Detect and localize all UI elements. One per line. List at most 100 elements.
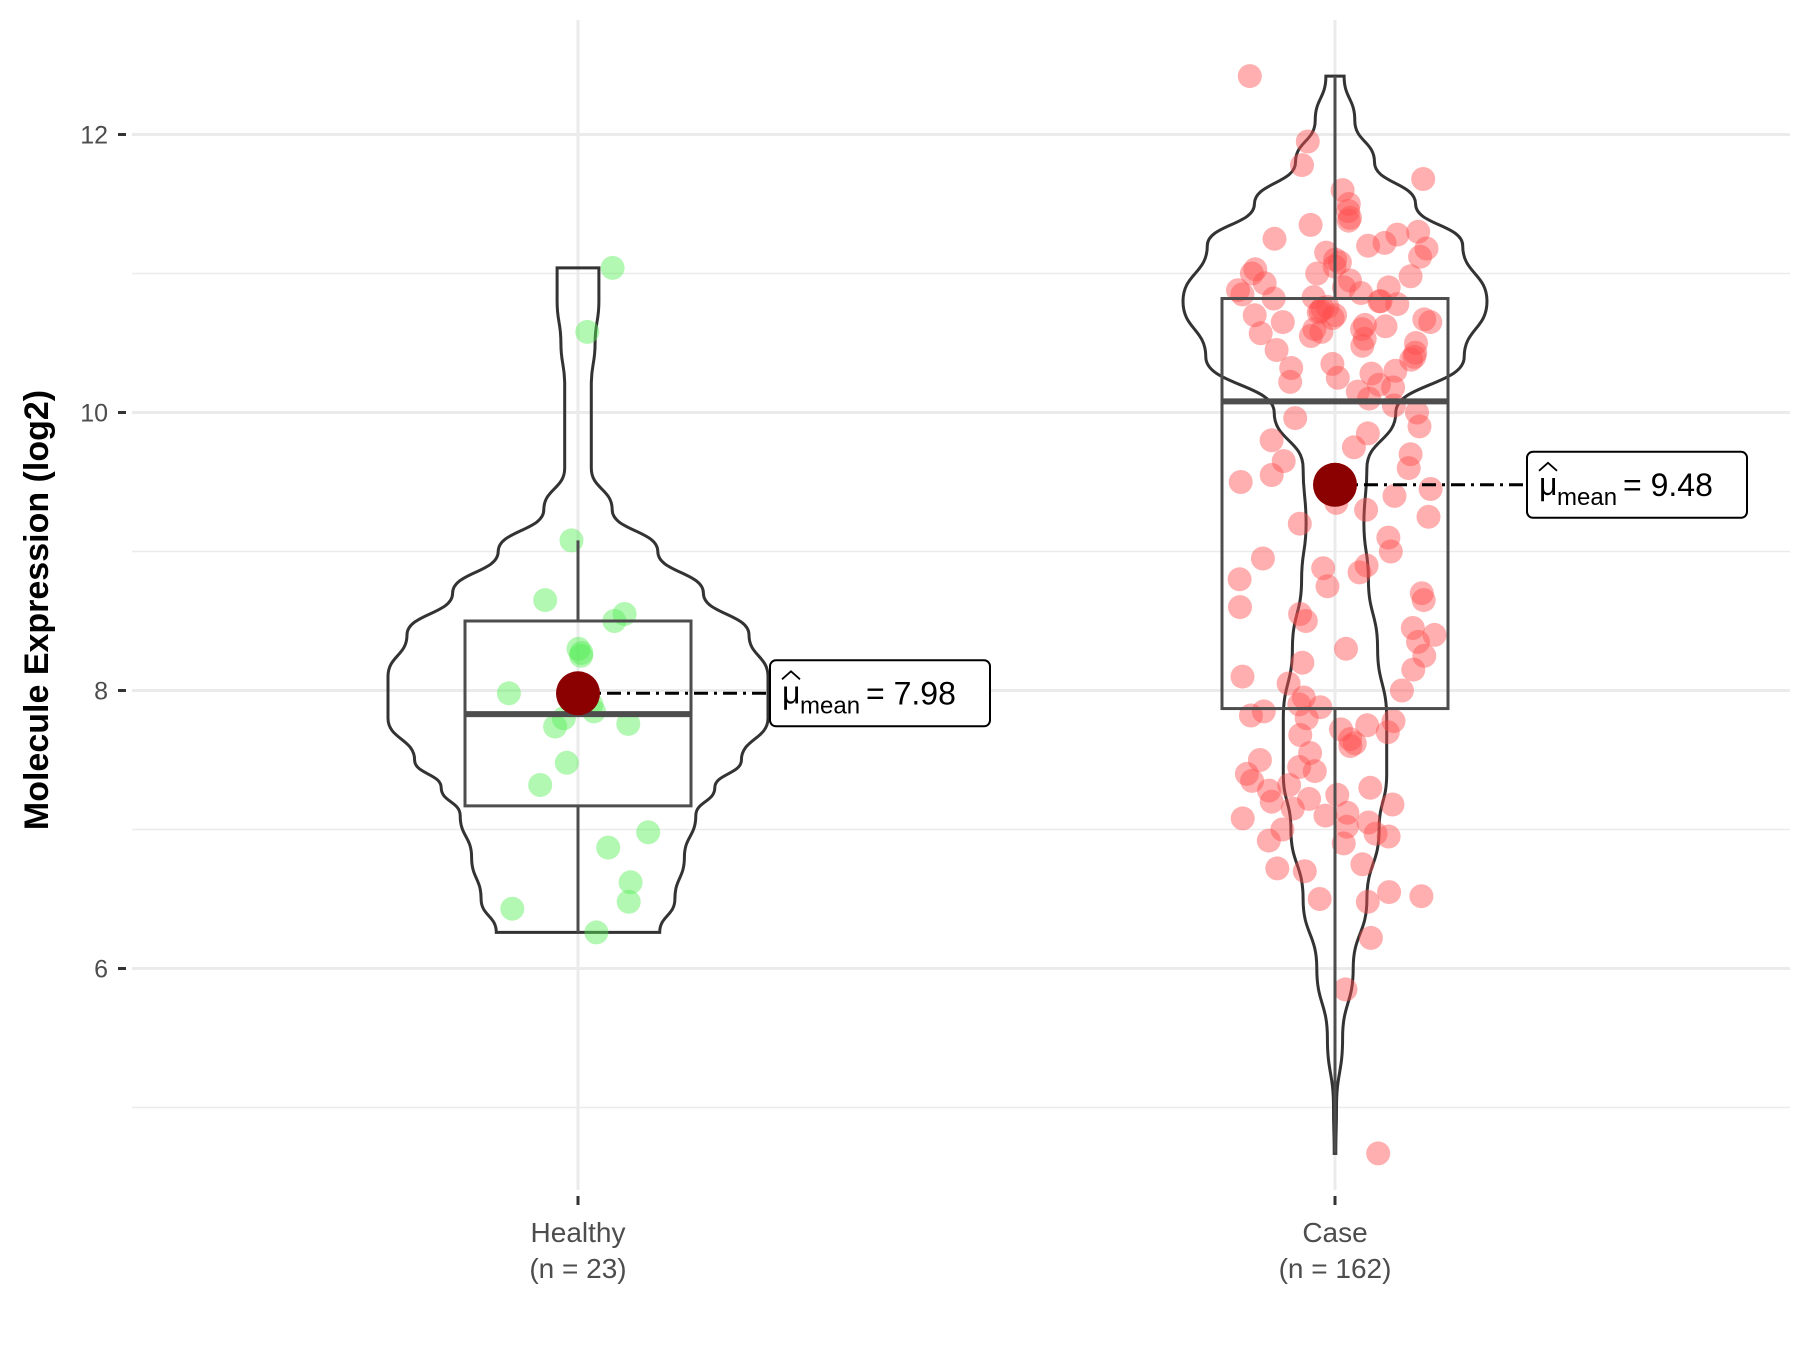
data-point bbox=[533, 588, 558, 613]
data-point bbox=[1408, 244, 1433, 269]
data-point bbox=[1287, 511, 1312, 536]
violin-layer bbox=[386, 74, 1489, 1155]
mean-subscript: mean bbox=[800, 692, 860, 719]
data-point bbox=[1280, 796, 1305, 821]
data-point bbox=[1418, 310, 1443, 335]
data-point bbox=[1257, 778, 1281, 803]
data-point bbox=[1422, 622, 1447, 647]
data-point bbox=[1308, 299, 1333, 323]
data-point bbox=[1385, 222, 1410, 247]
data-point bbox=[528, 773, 553, 797]
data-point bbox=[1355, 889, 1380, 914]
data-point bbox=[1356, 810, 1381, 835]
data-point bbox=[1411, 588, 1436, 613]
data-point bbox=[1297, 786, 1322, 811]
data-point bbox=[1359, 361, 1384, 386]
data-point bbox=[1376, 525, 1401, 550]
mean-mu-symbol: μ bbox=[1539, 466, 1557, 502]
data-point bbox=[1358, 775, 1383, 800]
data-point bbox=[618, 870, 643, 895]
data-point bbox=[1228, 595, 1252, 620]
data-point bbox=[1307, 887, 1332, 911]
mean-value-label: = 7.98 bbox=[866, 675, 956, 711]
data-point bbox=[584, 920, 609, 945]
data-point bbox=[569, 643, 594, 668]
data-point bbox=[1290, 153, 1314, 178]
data-point bbox=[1382, 483, 1407, 508]
data-point bbox=[1256, 828, 1281, 853]
data-point bbox=[1409, 581, 1434, 606]
data-point bbox=[1305, 261, 1330, 286]
data-point bbox=[1298, 212, 1323, 237]
data-point bbox=[1290, 650, 1315, 675]
data-point bbox=[543, 714, 568, 739]
data-point bbox=[1406, 629, 1430, 654]
data-point bbox=[1259, 789, 1284, 814]
data-point bbox=[1383, 358, 1408, 383]
data-point bbox=[1250, 546, 1275, 571]
data-point bbox=[569, 641, 594, 665]
data-point bbox=[1248, 321, 1273, 346]
mean-hat-icon bbox=[781, 670, 801, 680]
data-point bbox=[1398, 264, 1423, 289]
data-point bbox=[1354, 553, 1379, 578]
data-point bbox=[636, 820, 661, 845]
y-tick-label: 12 bbox=[80, 122, 108, 150]
data-point bbox=[1381, 375, 1406, 400]
data-point bbox=[1342, 731, 1367, 756]
data-point bbox=[1310, 296, 1335, 321]
data-point bbox=[1367, 372, 1391, 397]
data-point bbox=[1406, 219, 1431, 244]
data-point bbox=[616, 889, 641, 914]
data-point bbox=[1373, 314, 1398, 339]
grid-lines bbox=[132, 20, 1790, 1190]
data-point bbox=[1334, 814, 1359, 839]
data-point bbox=[1355, 421, 1380, 446]
mean-value-label: = 9.48 bbox=[1623, 467, 1713, 503]
data-point bbox=[1315, 294, 1340, 319]
y-tick-label: 10 bbox=[80, 400, 108, 428]
data-point bbox=[1401, 657, 1426, 682]
data-point bbox=[1338, 268, 1362, 293]
mean-label-box bbox=[769, 659, 991, 728]
data-point bbox=[1347, 560, 1372, 585]
data-point bbox=[1240, 768, 1265, 793]
data-point bbox=[1377, 880, 1402, 905]
x-category-count: (n = 162) bbox=[1279, 1253, 1392, 1284]
data-point bbox=[1311, 556, 1336, 581]
data-point bbox=[1230, 664, 1255, 689]
data-point bbox=[1277, 773, 1302, 797]
data-point bbox=[1251, 699, 1276, 724]
data-point bbox=[1336, 208, 1361, 233]
data-point bbox=[1226, 278, 1250, 303]
data-point bbox=[600, 255, 625, 280]
data-point bbox=[1271, 449, 1296, 474]
data-point bbox=[1396, 456, 1421, 481]
data-point bbox=[1259, 463, 1284, 487]
data-point bbox=[1230, 806, 1255, 831]
data-point bbox=[1418, 477, 1443, 501]
data-point bbox=[1320, 306, 1345, 330]
data-point bbox=[1314, 240, 1339, 265]
data-point bbox=[1288, 602, 1313, 626]
x-category-label: Case bbox=[1302, 1217, 1367, 1248]
data-point bbox=[1358, 925, 1383, 950]
data-point bbox=[1293, 609, 1318, 633]
data-point bbox=[1330, 178, 1355, 203]
data-point bbox=[1376, 824, 1401, 849]
y-tick-label: 6 bbox=[94, 956, 108, 984]
data-point bbox=[1336, 199, 1361, 223]
data-point bbox=[1325, 365, 1350, 390]
data-point bbox=[1334, 636, 1358, 661]
data-point bbox=[1287, 692, 1312, 717]
data-point bbox=[1252, 271, 1277, 296]
data-point bbox=[1336, 192, 1361, 216]
data-point bbox=[1227, 567, 1252, 592]
x-category-count: (n = 23) bbox=[529, 1253, 626, 1284]
data-point bbox=[1376, 275, 1401, 300]
data-point bbox=[1237, 64, 1262, 89]
data-point bbox=[1381, 393, 1406, 418]
data-point bbox=[500, 896, 525, 921]
data-point bbox=[566, 636, 591, 661]
